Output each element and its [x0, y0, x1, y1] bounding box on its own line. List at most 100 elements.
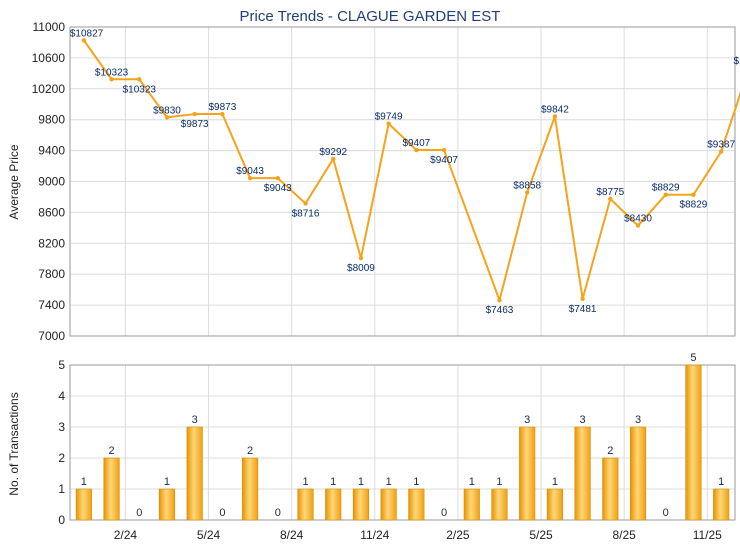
count-data-label: 3 — [192, 414, 198, 426]
price-point — [718, 149, 724, 154]
count-bar — [380, 488, 397, 521]
count-bar — [75, 488, 92, 521]
count-data-label: 1 — [330, 476, 336, 488]
count-labels: 1 2 0 1 3 0 2 0 1 1 1 1 1 0 1 1 3 1 3 2 3 0 5 1 — [81, 352, 724, 519]
count-bars — [75, 364, 730, 521]
price-data-label: $9043 — [236, 166, 264, 177]
price-data-label: $9873 — [181, 119, 209, 130]
price-data-label: $9749 — [375, 112, 403, 123]
count-bar — [103, 457, 120, 521]
price-point — [220, 111, 225, 117]
count-bar — [352, 488, 369, 521]
count-x-tick-label: 8/24 — [280, 528, 304, 542]
price-point — [497, 298, 502, 303]
price-y-tick-label: 9800 — [38, 113, 65, 127]
price-data-label: $9830 — [153, 105, 181, 116]
price-data-label: $8829 — [680, 200, 708, 211]
count-data-label: 0 — [136, 507, 142, 519]
price-data-label: $9407 — [430, 155, 458, 166]
count-data-label: 1 — [413, 476, 419, 488]
count-data-label: 2 — [607, 445, 613, 457]
price-point — [524, 190, 530, 195]
price-data-label: $7481 — [569, 304, 597, 315]
count-data-label: 2 — [247, 445, 253, 457]
count-data-label: 3 — [524, 414, 530, 426]
count-y-axis-label: No. of Transactions — [7, 392, 21, 495]
price-data-label: $8009 — [347, 263, 375, 274]
count-y-tick-label: 5 — [58, 358, 65, 372]
price-y-tick-label: 9000 — [38, 175, 65, 189]
price-y-ticks: 7000 7400 7800 8200 8600 9000 9400 9800 10200 106… — [32, 20, 66, 343]
count-bar — [463, 488, 480, 521]
count-data-label: 1 — [358, 476, 364, 488]
price-point — [192, 111, 197, 117]
price-point — [247, 175, 253, 181]
price-point — [358, 255, 364, 261]
count-bar — [325, 488, 342, 521]
price-data-label: $10468 — [733, 56, 740, 67]
price-data-label: $8829 — [652, 183, 680, 194]
count-bar — [297, 488, 314, 521]
count-data-label: 1 — [164, 476, 170, 488]
price-data-label: $10827 — [70, 28, 104, 39]
count-data-label: 1 — [718, 476, 724, 488]
price-data-label: $8716 — [292, 208, 320, 219]
price-y-tick-label: 10600 — [32, 51, 66, 65]
price-data-label: $9043 — [264, 183, 292, 194]
count-plot-frame — [69, 364, 736, 521]
count-x-tick-label: 2/25 — [446, 528, 470, 542]
count-x-tick-label: 11/25 — [693, 528, 722, 542]
count-x-tick-label: 11/24 — [360, 528, 389, 542]
count-data-label: 0 — [275, 507, 281, 519]
price-data-label: $8775 — [596, 187, 624, 198]
price-data-label: $10323 — [123, 84, 157, 95]
price-y-tick-label: 8200 — [38, 236, 65, 250]
price-point — [386, 121, 391, 126]
count-bar — [491, 488, 508, 521]
count-data-label: 0 — [441, 507, 447, 519]
count-bar — [602, 457, 619, 521]
price-y-tick-label: 7000 — [38, 329, 65, 343]
price-data-label: $7463 — [486, 305, 514, 316]
price-data-label: $9873 — [208, 102, 236, 113]
price-y-tick-label: 11000 — [33, 20, 66, 34]
count-bar — [186, 426, 203, 521]
price-data-label: $9292 — [319, 147, 347, 158]
count-y-tick-label: 2 — [58, 451, 65, 465]
count-data-label: 3 — [580, 414, 586, 426]
price-y-tick-label: 8600 — [38, 205, 65, 219]
price-y-tick-label: 9400 — [38, 144, 65, 158]
count-x-ticks: 2/24 5/24 8/24 11/24 2/25 5/25 8/25 11/25 — [114, 528, 722, 542]
count-bar — [713, 488, 730, 521]
count-data-label: 3 — [635, 414, 641, 426]
count-y-tick-label: 1 — [58, 482, 65, 496]
price-point — [441, 147, 447, 153]
price-point — [164, 115, 170, 120]
price-point — [137, 77, 142, 82]
count-x-tick-label: 5/25 — [529, 528, 553, 542]
price-point — [414, 147, 419, 153]
count-data-label: 1 — [469, 476, 475, 488]
price-series — [81, 38, 740, 303]
price-data-label: $8430 — [624, 214, 652, 225]
price-y-tick-label: 7400 — [38, 298, 65, 312]
price-y-tick-label: 7800 — [38, 267, 65, 281]
price-data-label: $9387 — [707, 140, 735, 151]
price-point — [81, 38, 87, 43]
count-data-label: 1 — [386, 476, 392, 488]
price-plot-frame — [69, 26, 736, 337]
count-data-label: 1 — [81, 476, 87, 488]
count-y-ticks: 0 1 2 3 4 5 — [58, 358, 65, 527]
count-y-tick-label: 4 — [58, 389, 65, 403]
count-x-tick-label: 2/24 — [114, 528, 138, 542]
price-point — [109, 77, 114, 82]
price-y-axis-label: Average Price — [7, 144, 21, 219]
price-data-label: $9407 — [402, 138, 430, 149]
count-data-label: 1 — [302, 476, 308, 488]
count-y-tick-label: 0 — [58, 513, 65, 527]
count-data-label: 2 — [109, 445, 115, 457]
count-bar — [158, 488, 176, 521]
count-bar — [519, 426, 536, 521]
price-point — [663, 192, 668, 197]
